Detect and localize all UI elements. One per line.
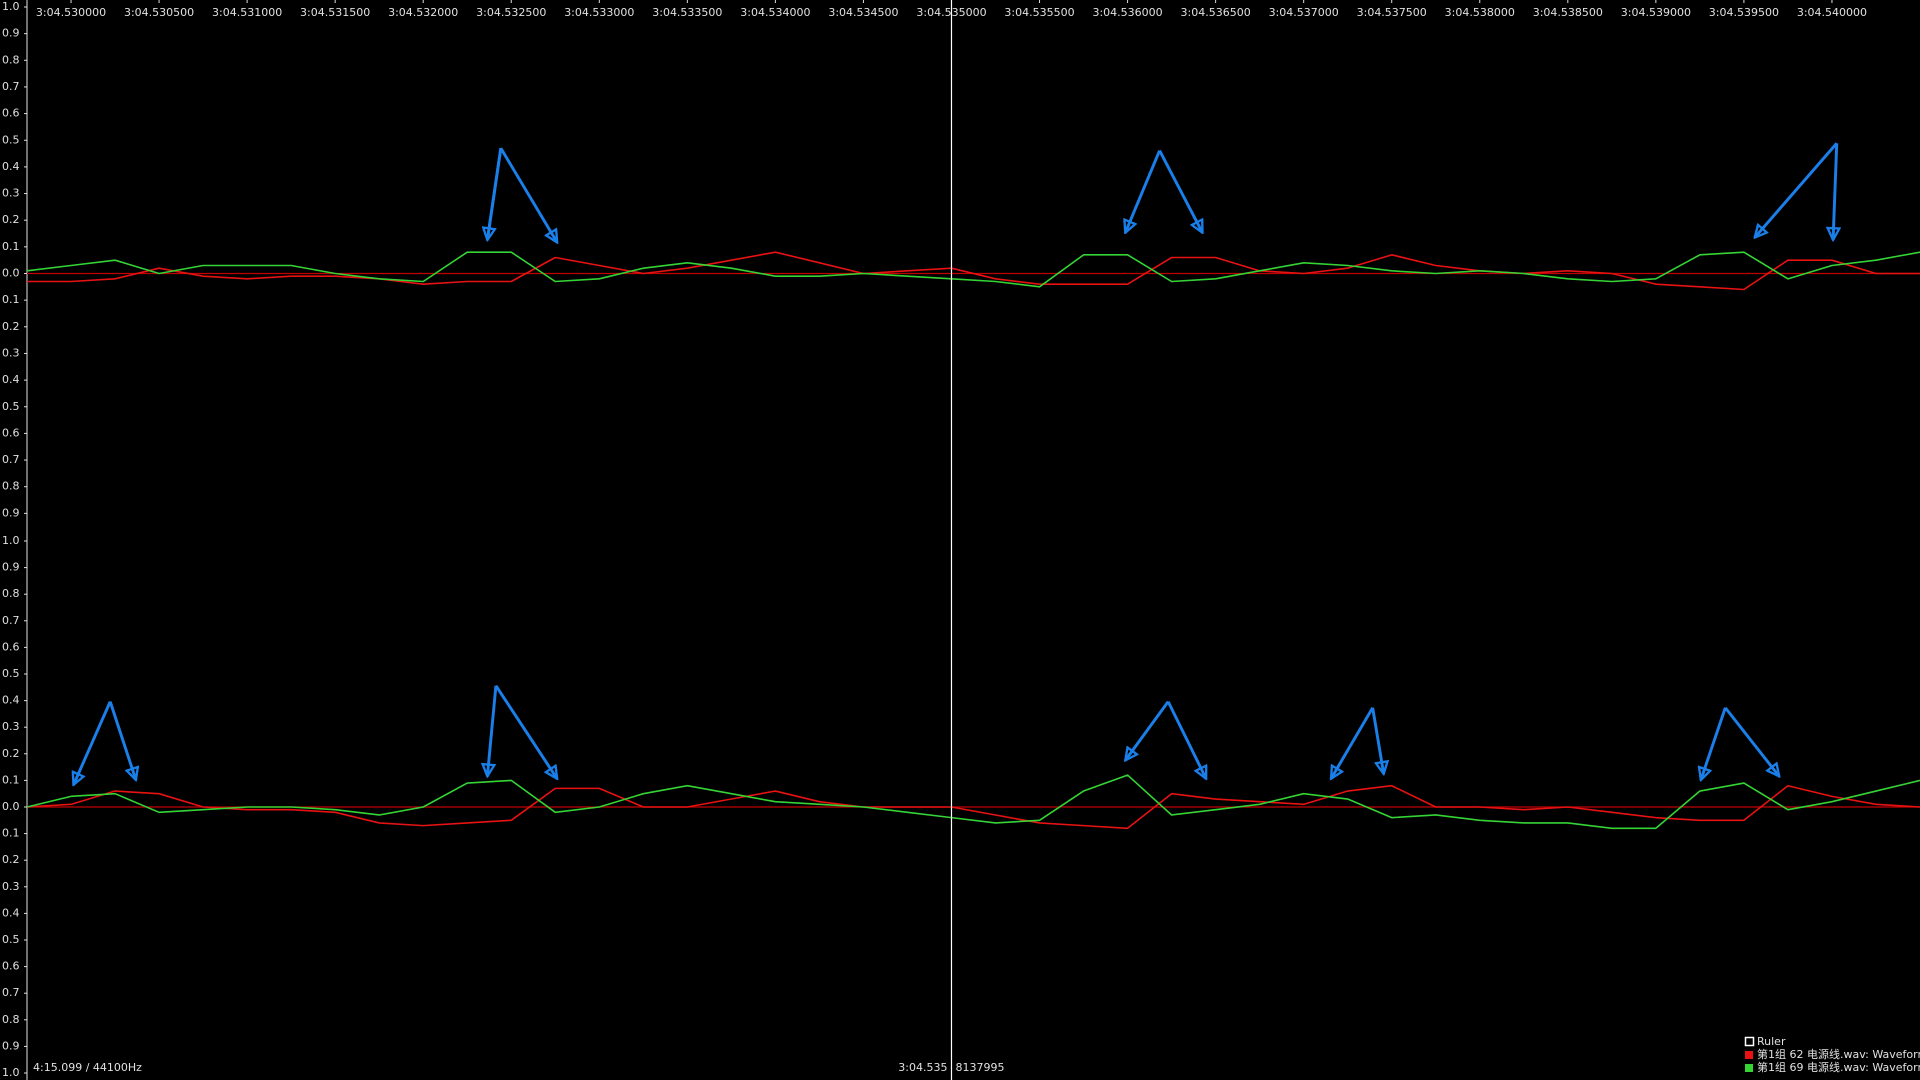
x-tick-label: 3:04.536000 [1092,6,1162,19]
status-text: 4:15.099 / 44100Hz [33,1061,142,1074]
y-tick-label: 0.6 [2,960,20,973]
arrow [108,701,136,780]
x-tick-label: 3:04.531500 [300,6,370,19]
x-tick-label: 3:04.539000 [1621,6,1691,19]
x-tick-label: 3:04.537500 [1357,6,1427,19]
legend-swatch [1745,1051,1753,1059]
x-tick-label: 3:04.536500 [1181,6,1251,19]
arrow [487,147,503,240]
x-tick-label: 3:04.531000 [212,6,282,19]
y-tick-label: 0.5 [2,400,20,413]
y-tick-label: 0.4 [2,373,20,386]
y-tick-label: 0.4 [2,694,20,707]
y-tick-label: 0.9 [2,1039,20,1052]
arrow [494,684,557,779]
y-tick-label: 0.6 [2,107,20,120]
x-tick-label: 3:04.530000 [36,6,106,19]
y-tick-label: 0.8 [2,480,20,493]
x-tick-label: 3:04.537000 [1269,6,1339,19]
y-tick-label: 0.3 [2,720,20,733]
arrow [1371,707,1384,774]
y-tick-label: 0.6 [2,426,20,439]
y-tick-label: 0.2 [2,853,20,866]
arrow [1166,700,1208,779]
y-tick-label: 0.9 [2,27,20,40]
y-tick-label: 1.0 [2,0,20,13]
y-tick-label: 0.8 [2,53,20,66]
arrow [1833,143,1837,240]
waveform-line [27,251,1920,291]
y-tick-label: 0.1 [2,827,20,840]
y-tick-label: 0.3 [2,880,20,893]
y-tick-label: 0.9 [2,506,20,519]
waveform-line [26,774,1920,830]
arrow [1331,707,1374,779]
cursor-time: 3:04.535 [898,1061,947,1074]
arrow [1701,707,1727,780]
y-tick-label: 0.0 [2,800,20,813]
arrow [1158,149,1204,233]
y-tick-label: 0.2 [2,213,20,226]
y-tick-label: 0.3 [2,187,20,200]
legend-label: Ruler [1757,1035,1786,1048]
y-tick-label: 0.7 [2,80,20,93]
y-tick-label: 1.0 [2,534,20,547]
x-tick-label: 3:04.540000 [1797,6,1867,19]
y-tick-label: 0.5 [2,667,20,680]
y-tick-label: 0.8 [2,1013,20,1026]
y-tick-label: 0.2 [2,320,20,333]
legend-label: 第1组 69 电源线.wav: Waveform [1757,1060,1920,1074]
y-tick-label: 0.5 [2,933,20,946]
x-tick-label: 3:04.533500 [652,6,722,19]
arrow [1724,706,1779,777]
y-tick-label: 0.4 [2,160,20,173]
x-tick-label: 3:04.539500 [1709,6,1779,19]
arrow [1125,700,1170,761]
annotation-arrows [73,142,1838,785]
y-tick-label: 0.3 [2,346,20,359]
y-tick-label: 0.6 [2,640,20,653]
arrow [487,685,498,777]
y-tick-label: 0.4 [2,906,20,919]
y-tick-label: 0.5 [2,133,20,146]
x-tick-label: 3:04.533000 [564,6,634,19]
x-tick-label: 3:04.538000 [1445,6,1515,19]
legend-label: 第1组 62 电源线.wav: Waveform [1757,1047,1920,1061]
arrow [1125,150,1161,233]
arrow [73,701,112,785]
x-tick-label: 3:04.534000 [740,6,810,19]
legend-swatch [1744,1036,1755,1047]
waveform-line [26,251,1920,288]
y-tick-label: 0.9 [2,561,20,574]
y-tick-label: 0.0 [2,267,20,280]
x-tick-label: 3:04.532500 [476,6,546,19]
legend-swatch [1745,1064,1753,1072]
cursor-sample: 8137995 [955,1061,1004,1074]
y-tick-label: 0.7 [2,986,20,999]
y-tick-label: 1.0 [2,1066,20,1079]
x-tick-label: 3:04.538500 [1533,6,1603,19]
y-tick-label: 0.8 [2,587,20,600]
y-tick-label: 0.1 [2,240,20,253]
y-tick-label: 0.1 [2,293,20,306]
x-tick-label: 3:04.530500 [124,6,194,19]
x-tick-label: 3:04.535500 [1004,6,1074,19]
y-tick-label: 0.1 [2,773,20,786]
arrow [1755,142,1838,237]
y-tick-label: 0.7 [2,453,20,466]
y-tick-label: 0.7 [2,614,20,627]
x-tick-label: 3:04.532000 [388,6,458,19]
y-tick-label: 0.2 [2,747,20,760]
x-tick-label: 3:04.534500 [828,6,898,19]
waveform-line [26,784,1920,830]
